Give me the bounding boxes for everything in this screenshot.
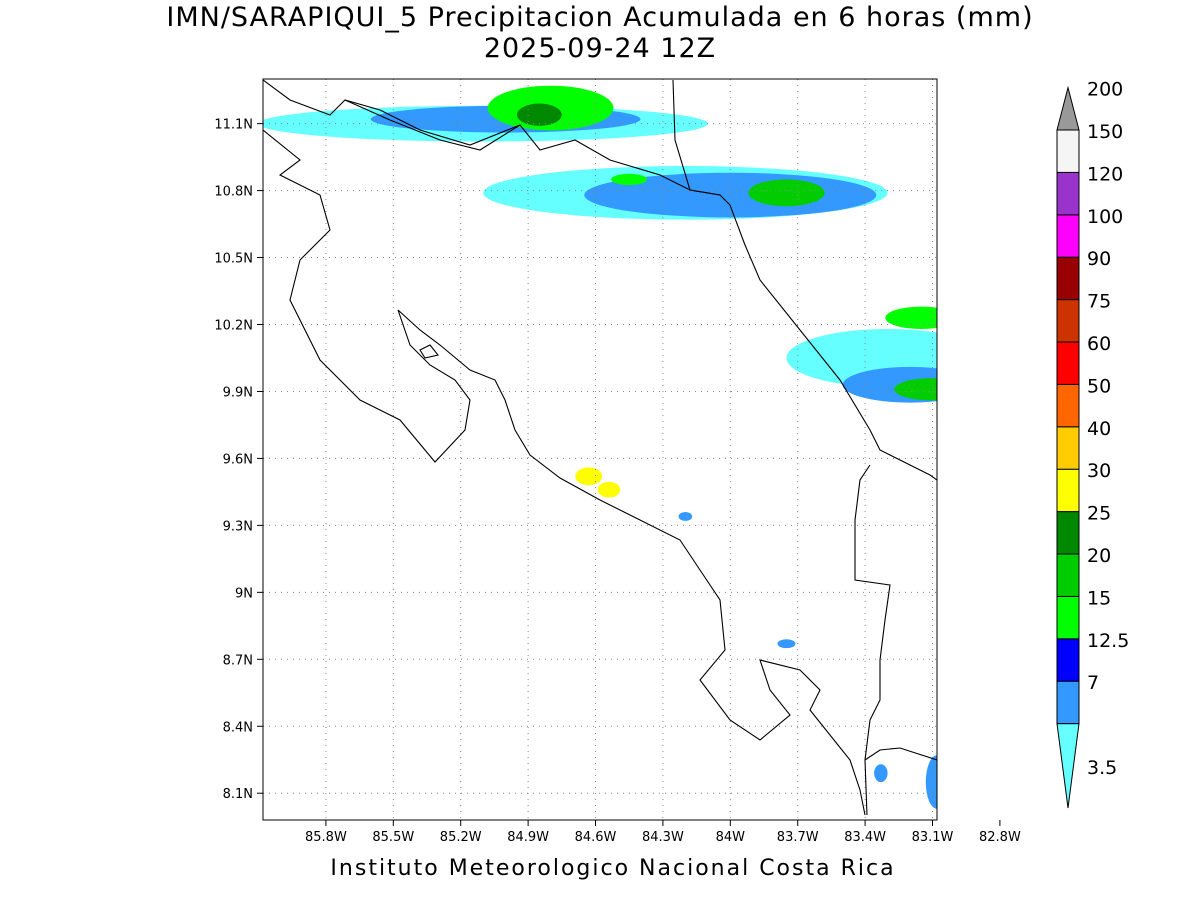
colorbar-label: 100 xyxy=(1087,206,1123,228)
colorbar-swatch xyxy=(1056,468,1080,513)
colorbar-label: 150 xyxy=(1087,121,1123,143)
lon-tick-label: 84.6W xyxy=(575,830,617,845)
lat-tick-label: 10.8N xyxy=(214,185,253,200)
colorbar-swatch xyxy=(1056,553,1080,597)
lon-tick-label: 84.9W xyxy=(507,830,549,845)
precip-cell-south xyxy=(874,764,888,783)
colorbar-label: 25 xyxy=(1087,503,1111,525)
colorbar-label: 3.5 xyxy=(1087,757,1117,779)
colorbar-swatch xyxy=(1056,171,1080,216)
colorbar-label: 120 xyxy=(1087,163,1123,185)
latitude-tick-labels: 11.1N 10.8N 10.5N 10.2N 9.9N 9.6N 9.3N 9N 8.7N 8.… xyxy=(214,118,263,802)
colorbar-label: 15 xyxy=(1087,587,1111,609)
precip-cell-north-west xyxy=(516,103,562,126)
lon-tick-label: 83.4W xyxy=(844,830,886,845)
precip-cell-pacific xyxy=(597,481,621,498)
lon-tick-label: 85.2W xyxy=(440,830,482,845)
colorbar-swatch xyxy=(1056,680,1080,725)
lon-tick-label: 84W xyxy=(716,830,746,845)
lat-tick-label: 8.7N xyxy=(223,653,253,668)
nicoya-peninsula xyxy=(263,129,866,816)
lat-tick-label: 11.1N xyxy=(214,118,253,133)
precip-cell-caribbean xyxy=(885,306,937,329)
colorbar-swatch xyxy=(1056,383,1080,428)
precip-cell-north xyxy=(748,179,825,207)
colorbar-swatch xyxy=(1056,595,1080,640)
precipitation-field xyxy=(263,85,937,809)
credit-text: Instituto Meteorologico Nacional Costa R… xyxy=(330,856,896,881)
colorbar-label: 40 xyxy=(1087,418,1111,440)
precip-cell-north xyxy=(611,173,648,186)
lon-tick-label: 82.8W xyxy=(979,830,1021,845)
map-title: IMN/SARAPIQUI_5 Precipitacion Acumulada … xyxy=(166,2,1034,33)
colorbar-label: 20 xyxy=(1087,545,1111,567)
colorbar-label: 60 xyxy=(1087,333,1111,355)
colorbar-label: 75 xyxy=(1087,291,1111,313)
lat-tick-label: 9.6N xyxy=(223,452,253,467)
colorbar-swatch xyxy=(1056,85,1080,131)
lat-tick-label: 9N xyxy=(235,586,253,601)
colorbar-swatch xyxy=(1056,341,1080,385)
lon-tick-label: 84.3W xyxy=(642,830,684,845)
lon-tick-label: 83.1W xyxy=(912,830,954,845)
colorbar-swatch xyxy=(1056,299,1080,343)
graticule-grid xyxy=(263,79,937,820)
lat-tick-label: 8.4N xyxy=(223,720,253,735)
pacific-coastline-north xyxy=(263,79,721,196)
precip-cell-caribbean xyxy=(894,378,937,401)
lon-tick-label: 85.8W xyxy=(305,830,347,845)
colorbar-label: 50 xyxy=(1087,375,1111,397)
colorbar-label: 12.5 xyxy=(1087,630,1129,652)
lon-tick-label: 85.5W xyxy=(372,830,414,845)
lat-tick-label: 8.1N xyxy=(223,787,253,802)
colorbar-legend: 3.5 7 12.5 15 20 25 30 40 50 60 75 90 100 120 150 200 xyxy=(1056,79,1129,809)
colorbar-swatch xyxy=(1056,638,1080,682)
panama-coast xyxy=(864,747,937,761)
colorbar-swatch xyxy=(1056,256,1080,301)
map-subtitle-datetime: 2025-09-24 12Z xyxy=(483,33,717,64)
colorbar-swatch xyxy=(1056,723,1080,809)
colorbar-swatch xyxy=(1056,426,1080,470)
colorbar-swatch xyxy=(1056,511,1080,555)
longitude-tick-labels: 85.8W 85.5W 85.2W 84.9W 84.6W 84.3W 84W 83.7W 83… xyxy=(305,820,1021,845)
coastline-borders xyxy=(263,79,937,816)
lat-tick-label: 10.2N xyxy=(214,319,253,334)
colorbar-swatch xyxy=(1056,129,1080,173)
nicaragua-border xyxy=(344,99,521,151)
precip-cell-south xyxy=(925,755,937,809)
colorbar-label: 200 xyxy=(1087,79,1123,101)
colorbar-swatch xyxy=(1056,214,1080,258)
map-frame xyxy=(262,78,938,821)
caribbean-coastline xyxy=(672,79,937,481)
panama-border xyxy=(854,464,891,816)
colorbar-label: 30 xyxy=(1087,460,1111,482)
colorbar-label: 90 xyxy=(1087,248,1111,270)
colorbar-label: 7 xyxy=(1087,672,1099,694)
lat-tick-label: 9.3N xyxy=(223,519,253,534)
lat-tick-label: 9.9N xyxy=(223,385,253,400)
precip-cell-pacific xyxy=(575,467,603,486)
precip-cell-south xyxy=(777,639,796,649)
lat-tick-label: 10.5N xyxy=(214,252,253,267)
precip-cell-pacific xyxy=(678,511,693,521)
gulf-island xyxy=(419,344,439,359)
lon-tick-label: 83.7W xyxy=(777,830,819,845)
